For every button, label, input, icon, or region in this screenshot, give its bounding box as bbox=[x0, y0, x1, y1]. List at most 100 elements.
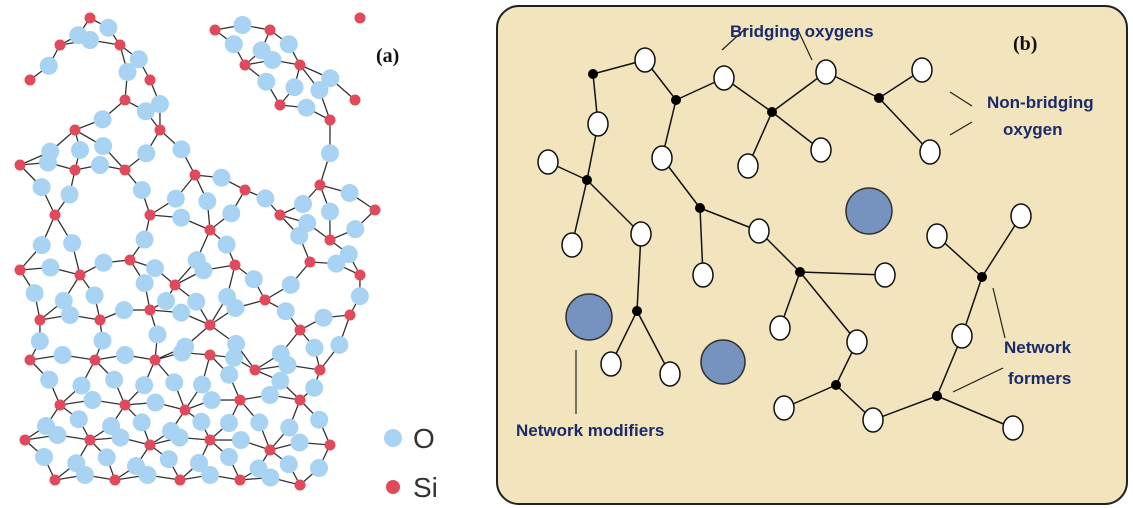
oxygen-atom bbox=[250, 413, 269, 432]
silicon-atom bbox=[119, 164, 131, 176]
oxygen-atom bbox=[561, 232, 583, 258]
oxygen-atom bbox=[193, 375, 212, 394]
oxygen-atom bbox=[83, 391, 102, 409]
oxygen-atom bbox=[30, 332, 49, 351]
oxygen-atom bbox=[874, 262, 896, 288]
oxygen-atom bbox=[737, 153, 759, 179]
oxygen-atom bbox=[40, 370, 59, 389]
oxygen-atom bbox=[810, 137, 832, 163]
oxygen-atom bbox=[919, 139, 941, 165]
silicon-atom bbox=[174, 474, 186, 486]
annotation-leader-line bbox=[952, 367, 1004, 393]
oxygen-atom bbox=[35, 448, 53, 466]
oxygen-atom bbox=[862, 407, 884, 433]
oxygen-atom bbox=[63, 234, 82, 253]
oxygen-atom bbox=[41, 258, 60, 277]
panel-b-background bbox=[496, 5, 1128, 505]
network-bond bbox=[878, 97, 931, 153]
oxygen-atom bbox=[150, 95, 169, 114]
oxygen-atom bbox=[748, 218, 770, 244]
network-bond bbox=[799, 271, 858, 343]
silicon-atom bbox=[49, 209, 61, 221]
silicon-legend-icon bbox=[386, 480, 400, 494]
oxygen-atom bbox=[53, 346, 72, 364]
oxygen-atom bbox=[951, 323, 973, 349]
silicon-atom bbox=[124, 254, 136, 266]
oxygen-atom bbox=[263, 51, 282, 69]
oxygen-atom bbox=[91, 156, 109, 174]
silicon-atom bbox=[49, 474, 61, 486]
oxygen-atom bbox=[145, 259, 164, 278]
silicon-atom bbox=[229, 259, 241, 271]
oxygen-atom bbox=[81, 31, 99, 49]
oxygen-atom bbox=[634, 47, 656, 73]
silicon-atom bbox=[179, 404, 191, 416]
oxygen-atom bbox=[310, 410, 329, 429]
silicon-atom bbox=[84, 434, 96, 446]
oxygen-atom bbox=[97, 448, 116, 467]
annotation-leader-line bbox=[949, 121, 973, 136]
oxygen-atom bbox=[212, 168, 231, 187]
oxygen-atom bbox=[222, 204, 241, 223]
silicon-atom bbox=[89, 354, 101, 366]
annotation-leader-line bbox=[721, 27, 747, 51]
silicon-atom bbox=[34, 314, 46, 326]
oxygen-atom bbox=[225, 348, 244, 367]
network-bond bbox=[936, 395, 1014, 429]
oxygen-atom bbox=[773, 395, 795, 421]
oxygen-atom bbox=[281, 275, 300, 294]
silicon-atom bbox=[69, 124, 81, 136]
oxygen-atom bbox=[340, 183, 359, 202]
oxygen-atom bbox=[217, 235, 236, 254]
oxygen-atom bbox=[138, 466, 157, 484]
oxygen-atom bbox=[846, 329, 868, 355]
oxygen-atom bbox=[1002, 415, 1024, 441]
oxygen-atom bbox=[350, 287, 369, 306]
oxygen-atom bbox=[276, 302, 295, 321]
oxygen-legend-icon bbox=[384, 429, 402, 447]
silicon-atom bbox=[169, 279, 181, 291]
oxygen-atom bbox=[60, 185, 79, 204]
oxygen-atom bbox=[39, 56, 58, 75]
oxygen-atom bbox=[244, 270, 263, 289]
silicon-atom bbox=[204, 224, 216, 236]
silicon-atom bbox=[149, 354, 161, 366]
silicon-atom bbox=[14, 159, 26, 171]
oxygen-atom bbox=[190, 454, 208, 472]
oxygen-atom bbox=[148, 325, 167, 344]
silicon-atom bbox=[69, 164, 81, 176]
oxygen-atom bbox=[320, 202, 339, 221]
oxygen-atom bbox=[257, 72, 276, 91]
network-modifiers-label: Network modifiers bbox=[516, 421, 664, 440]
oxygen-atom bbox=[105, 370, 124, 389]
oxygen-atom bbox=[290, 226, 309, 245]
network-bond bbox=[799, 271, 886, 276]
oxygen-atom bbox=[116, 346, 134, 364]
silicon-atom bbox=[19, 434, 31, 446]
network-modifier-ion bbox=[700, 339, 746, 385]
oxygen-atom bbox=[192, 412, 211, 431]
oxygen-atom bbox=[157, 292, 176, 311]
oxygen-atom bbox=[54, 291, 73, 310]
network-modifier-ion bbox=[845, 187, 893, 235]
oxygen-atom bbox=[93, 331, 112, 350]
oxygen-atom bbox=[226, 298, 245, 317]
oxygen-atom bbox=[537, 149, 559, 175]
silicon-atom bbox=[144, 439, 156, 451]
oxygen-atom bbox=[115, 301, 134, 320]
silicon-atom bbox=[324, 234, 336, 246]
oxygen-atom bbox=[769, 315, 791, 341]
silicon-atom bbox=[234, 394, 246, 406]
silicon-atom bbox=[314, 364, 326, 376]
network-former-atom bbox=[695, 203, 705, 213]
oxygen-atom bbox=[224, 35, 243, 54]
oxygen-atom bbox=[69, 410, 88, 429]
silicon-atom bbox=[109, 474, 121, 486]
network-bond bbox=[586, 179, 642, 235]
oxygen-atom bbox=[285, 78, 304, 97]
oxygen-atom bbox=[911, 57, 933, 83]
silicon-atom bbox=[204, 319, 216, 331]
oxygen-atom bbox=[271, 371, 290, 390]
silicon-atom bbox=[54, 399, 66, 411]
oxygen-atom bbox=[61, 306, 79, 324]
